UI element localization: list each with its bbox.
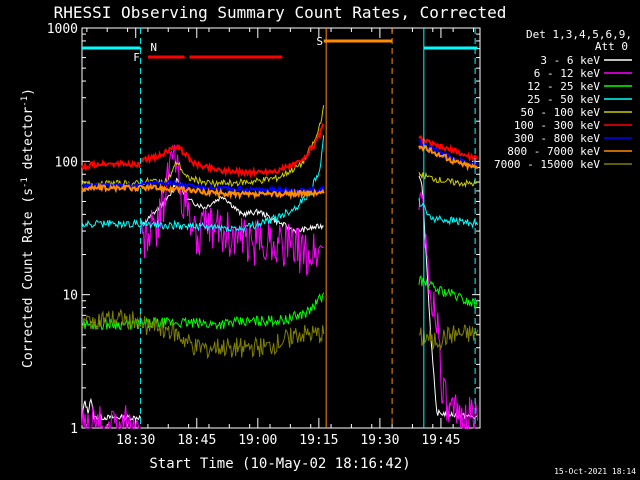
legend-label: 7000 - 15000 keV [494, 158, 600, 171]
y-axis-label: Corrected Count Rate (s-1 detector-1) [20, 88, 36, 368]
y-tick-label: 10 [62, 289, 78, 304]
series-line-0 [141, 179, 324, 234]
series-line-2 [141, 293, 324, 329]
series-line-1 [82, 405, 141, 428]
legend-label: 12 - 25 keV [527, 80, 600, 93]
series-line-3 [82, 220, 141, 228]
series-line-8 [419, 325, 478, 349]
series-line-8 [141, 316, 324, 358]
legend-label: 50 - 100 keV [521, 106, 601, 119]
series-line-4 [419, 172, 478, 186]
series-line-5 [82, 162, 141, 169]
x-tick-label: 19:45 [421, 433, 460, 448]
legend-label: 6 - 12 keV [534, 67, 601, 80]
legend-label: 3 - 6 keV [540, 54, 600, 67]
legend-label: 100 - 300 keV [514, 119, 600, 132]
x-tick-label: 19:00 [238, 433, 277, 448]
series-line-0 [419, 176, 478, 419]
x-tick-label: 18:30 [116, 433, 155, 448]
series-line-1 [419, 193, 478, 428]
x-axis-label: Start Time (10-May-02 18:16:42) [149, 456, 410, 472]
x-tick-label: 19:15 [299, 433, 338, 448]
flare-label: F [133, 51, 140, 64]
x-tick-label: 19:30 [360, 433, 399, 448]
legend-label: 300 - 800 keV [514, 132, 600, 145]
y-tick-label: 1 [70, 422, 78, 437]
legend-label: 800 - 7000 keV [507, 145, 600, 158]
saa-label: S [316, 35, 323, 48]
y-tick-label: 100 [55, 155, 78, 170]
legend-label: 25 - 50 keV [527, 93, 600, 106]
night-label: N [150, 41, 157, 54]
series-line-3 [419, 198, 478, 227]
footer-date: 15-Oct-2021 18:14 [554, 467, 636, 476]
plot-area: 1 10 100 1000 18:30 18:45 19:00 19:15 19:30 19:45… [47, 22, 480, 448]
chart-title: RHESSI Observing Summary Count Rates, Co… [54, 3, 507, 22]
legend-header-2: Att 0 [595, 40, 628, 53]
x-tick-label: 18:45 [177, 433, 216, 448]
y-tick-label: 1000 [47, 22, 78, 37]
